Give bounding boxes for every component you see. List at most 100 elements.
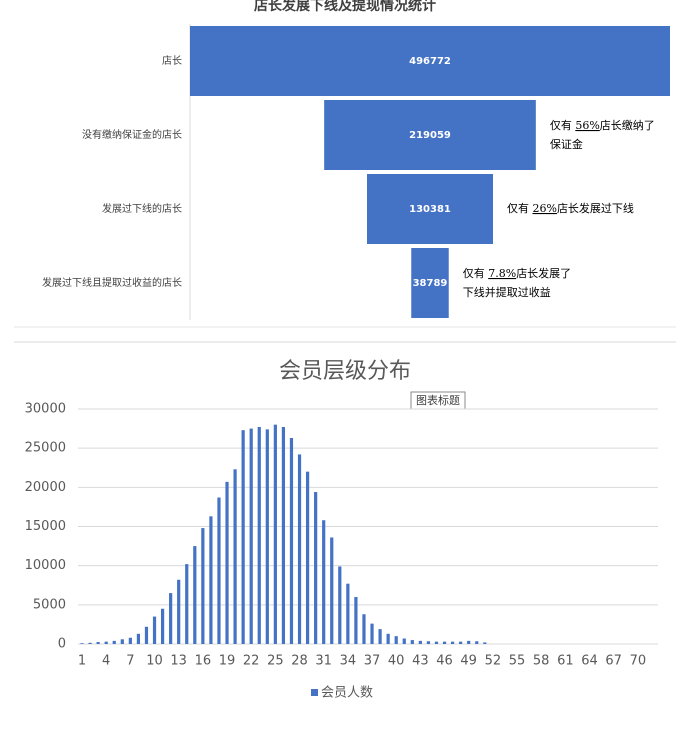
legend-swatch bbox=[311, 689, 318, 696]
bar bbox=[96, 642, 100, 644]
bar bbox=[459, 641, 463, 644]
chart-title: 会员层级分布 bbox=[279, 359, 411, 384]
x-tick-label: 67 bbox=[605, 654, 622, 669]
annotation-emphasis: 7.8% bbox=[488, 267, 516, 280]
bar bbox=[152, 616, 157, 644]
x-tick-label: 58 bbox=[533, 654, 550, 669]
bar bbox=[190, 26, 670, 96]
x-tick-label: 16 bbox=[195, 654, 212, 669]
annotation-emphasis: 56% bbox=[575, 119, 599, 132]
annotation: 仅有 7.8%店长发展了 bbox=[463, 266, 571, 280]
bar bbox=[434, 641, 439, 644]
x-tick-label: 40 bbox=[388, 654, 405, 669]
y-tick-label: 10000 bbox=[25, 558, 66, 573]
bar bbox=[217, 497, 221, 644]
bar bbox=[233, 469, 237, 644]
bar bbox=[418, 640, 422, 644]
bar bbox=[169, 593, 173, 644]
x-tick-label: 4 bbox=[102, 654, 110, 669]
category-label: 店长 bbox=[162, 54, 182, 67]
bar bbox=[273, 424, 277, 644]
annotation: 图表标题 bbox=[416, 393, 460, 407]
annotation-text: 仅有 bbox=[550, 118, 576, 132]
bar bbox=[475, 641, 479, 644]
y-tick-label: 20000 bbox=[25, 480, 66, 495]
bar bbox=[324, 100, 536, 170]
bar bbox=[467, 640, 471, 644]
annotation: 保证金 bbox=[550, 137, 583, 151]
bar bbox=[160, 608, 165, 644]
annotation: 仅有 26%店长发展过下线 bbox=[507, 201, 634, 215]
bar bbox=[104, 641, 108, 644]
annotation-text: 店长发展过下线 bbox=[557, 201, 634, 215]
bar bbox=[265, 429, 269, 644]
category-label: 发展过下线的店长 bbox=[102, 202, 182, 215]
bar bbox=[426, 641, 431, 644]
x-tick-label: 49 bbox=[460, 654, 477, 669]
bar bbox=[201, 528, 205, 644]
bar bbox=[112, 640, 116, 644]
bar bbox=[338, 566, 342, 644]
bar bbox=[411, 248, 449, 318]
bar bbox=[314, 492, 318, 644]
y-tick-label: 30000 bbox=[25, 402, 66, 417]
bar bbox=[386, 633, 390, 644]
category-label: 没有缴纳保证金的店长 bbox=[82, 128, 182, 141]
x-tick-label: 52 bbox=[485, 654, 502, 669]
bar bbox=[322, 520, 326, 644]
bar bbox=[297, 454, 302, 644]
bar bbox=[354, 597, 358, 644]
bar bbox=[305, 471, 310, 644]
x-tick-label: 46 bbox=[436, 654, 453, 669]
bar bbox=[241, 430, 245, 644]
bar bbox=[193, 546, 197, 644]
bar bbox=[80, 643, 84, 644]
y-tick-label: 0 bbox=[58, 637, 66, 652]
bar bbox=[378, 629, 382, 644]
bar bbox=[410, 640, 414, 644]
bar bbox=[362, 614, 366, 644]
bar bbox=[249, 428, 253, 644]
bar bbox=[209, 516, 213, 644]
annotation-text: 仅有 bbox=[463, 266, 489, 280]
bar bbox=[394, 636, 398, 644]
x-tick-label: 55 bbox=[509, 654, 526, 669]
x-tick-label: 13 bbox=[170, 654, 187, 669]
bar bbox=[483, 642, 487, 644]
x-tick-label: 34 bbox=[340, 654, 357, 669]
bar bbox=[450, 641, 455, 644]
value-label: 130381 bbox=[409, 204, 451, 215]
value-label: 38789 bbox=[413, 278, 448, 289]
annotation: 仅有 56%店长缴纳了 bbox=[550, 118, 655, 132]
bar bbox=[289, 437, 294, 644]
bar bbox=[120, 639, 124, 644]
funnel-title: 店长发展下线及提现情况统计 bbox=[254, 0, 436, 14]
x-tick-label: 37 bbox=[364, 654, 381, 669]
x-tick-label: 64 bbox=[581, 654, 598, 669]
annotation-text: 店长缴纳了 bbox=[600, 118, 655, 132]
bar bbox=[177, 579, 181, 644]
bar bbox=[330, 537, 334, 644]
value-label: 219059 bbox=[409, 130, 451, 141]
value-label: 496772 bbox=[409, 56, 451, 67]
bar bbox=[88, 642, 92, 644]
bar bbox=[144, 626, 149, 644]
bar bbox=[367, 174, 493, 244]
x-tick-label: 22 bbox=[243, 654, 260, 669]
y-tick-label: 15000 bbox=[25, 519, 66, 534]
x-tick-label: 25 bbox=[267, 654, 284, 669]
x-tick-label: 28 bbox=[291, 654, 308, 669]
bar bbox=[136, 633, 141, 644]
x-tick-label: 61 bbox=[557, 654, 574, 669]
bar bbox=[128, 637, 132, 644]
annotation-emphasis: 26% bbox=[532, 202, 556, 215]
x-tick-label: 19 bbox=[219, 654, 236, 669]
bar bbox=[257, 427, 261, 644]
x-tick-label: 31 bbox=[315, 654, 332, 669]
x-tick-label: 1 bbox=[78, 654, 86, 669]
legend-label: 会员人数 bbox=[321, 686, 373, 701]
bar bbox=[402, 638, 406, 644]
bar bbox=[442, 641, 447, 644]
x-tick-label: 10 bbox=[146, 654, 163, 669]
